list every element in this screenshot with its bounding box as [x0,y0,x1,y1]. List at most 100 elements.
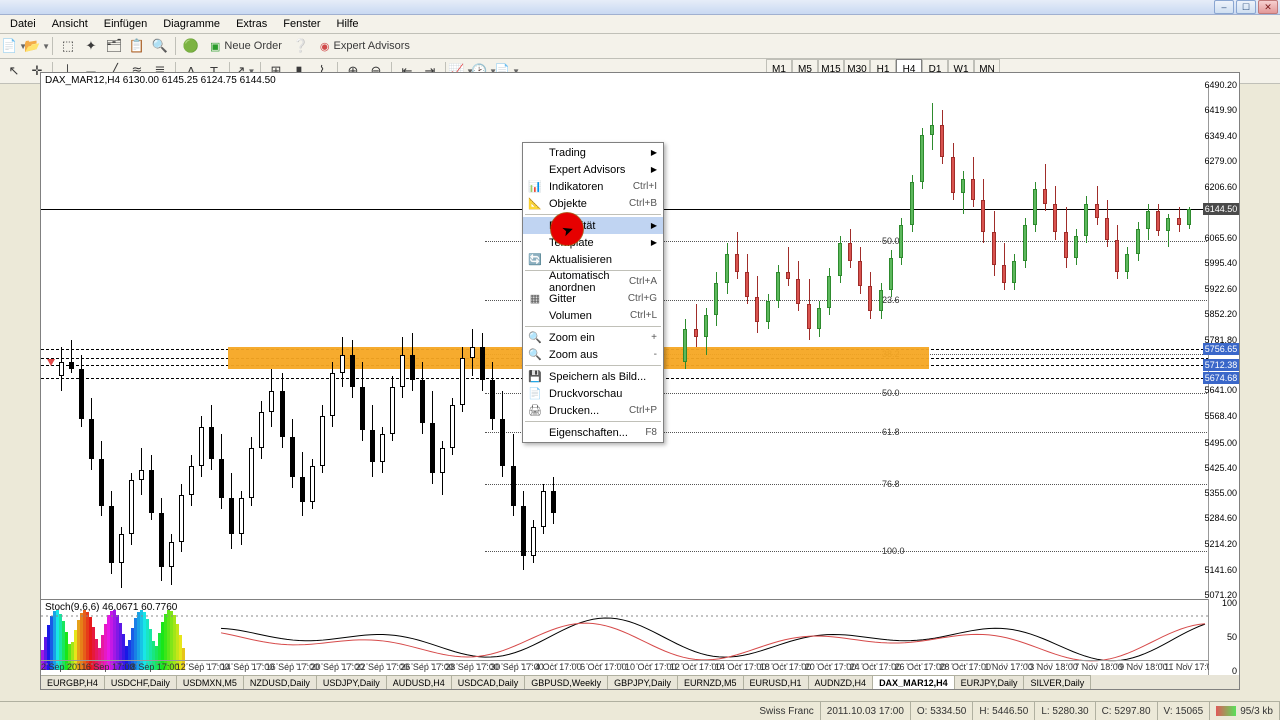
candle [879,85,883,595]
price-marker: 5756.65 [1203,343,1239,355]
status-bar: Swiss Franc 2011.10.03 17:00 O: 5334.50 … [0,701,1280,720]
time-label: 8 Sep 17:00 [131,662,180,672]
candle [1125,85,1129,595]
candle [1064,85,1068,595]
menu-einfügen[interactable]: Einfügen [96,16,155,32]
context-item-zoom-aus[interactable]: 🔍Zoom aus- [523,346,663,363]
chart-tab[interactable]: USDCAD,Daily [452,675,526,689]
candle [796,85,800,595]
context-item-template[interactable]: Template▶ [523,234,663,251]
new-order-button[interactable]: ▣Neue Order [203,35,289,57]
candle [490,85,495,595]
menu-extras[interactable]: Extras [228,16,275,32]
chart-tab[interactable]: AUDUSD,H4 [387,675,452,689]
chart-tab[interactable]: DAX_MAR12,H4 [873,675,955,689]
market-watch[interactable]: ⬚ [57,35,79,57]
chart-tab[interactable]: EURGBP,H4 [41,675,105,689]
candle [1074,85,1078,595]
chart-tab[interactable]: USDMXN,M5 [177,675,244,689]
menu-fenster[interactable]: Fenster [275,16,328,32]
price-tick: 5425.40 [1203,463,1237,473]
context-item-periodit-t[interactable]: Periodität▶ [523,217,663,234]
context-item-druckvorschau[interactable]: 📄Druckvorschau [523,385,663,402]
chart-tabs: EURGBP,H4USDCHF,DailyUSDMXN,M5NZDUSD,Dai… [41,675,1239,689]
context-menu[interactable]: Trading▶Expert Advisors▶📊IndikatorenCtrl… [522,142,664,443]
chart-tab[interactable]: AUDNZD,H4 [809,675,874,689]
chart-tab[interactable]: USDJPY,Daily [317,675,387,689]
tester[interactable]: 📋 [126,35,148,57]
close-button[interactable]: ✕ [1258,0,1278,14]
meta-help-icon[interactable]: ❔ [290,35,312,57]
expert-advisors-button[interactable]: ◉Expert Advisors [313,35,417,57]
chart-tab[interactable]: EURNZD,M5 [678,675,744,689]
menu-datei[interactable]: Datei [2,16,44,32]
chart-tab[interactable]: GBPJPY,Daily [608,675,678,689]
candle [189,85,194,595]
candle [149,85,154,595]
context-item-expert-advisors[interactable]: Expert Advisors▶ [523,161,663,178]
strategy[interactable]: 🔍 [149,35,171,57]
chart-tab[interactable]: EURJPY,Daily [955,675,1025,689]
menu-diagramme[interactable]: Diagramme [155,16,228,32]
chart-tab[interactable]: NZDUSD,Daily [244,675,317,689]
candle [209,85,214,595]
candle [1084,85,1088,595]
candle [930,85,934,595]
context-item-speichern-als-bild-[interactable]: 💾Speichern als Bild... [523,368,663,385]
candle [858,85,862,595]
candle [69,85,74,595]
chart-tab[interactable]: SILVER,Daily [1024,675,1091,689]
menu-hilfe[interactable]: Hilfe [329,16,367,32]
price-tick: 5141.60 [1203,565,1237,575]
candle [89,85,94,595]
context-item-zoom-ein[interactable]: 🔍Zoom ein+ [523,329,663,346]
context-item-eigenschaften-[interactable]: Eigenschaften...F8 [523,424,663,441]
candle [1053,85,1057,595]
chart-tab[interactable]: USDCHF,Daily [105,675,177,689]
new-order-icon[interactable]: 🟢 [180,35,202,57]
minimize-button[interactable]: ‒ [1214,0,1234,14]
status-date: 2011.10.03 17:00 [821,702,911,720]
indicator-axis: 100500 [1208,599,1239,679]
candle [259,85,264,595]
time-label: 14 Oct 17:00 [715,662,767,672]
candle [1002,85,1006,595]
candle [848,85,852,595]
time-label: 10 Oct 17:00 [625,662,677,672]
context-item-drucken-[interactable]: 🖨Drucken...Ctrl+P [523,402,663,419]
price-tick: 5995.40 [1203,258,1237,268]
context-item-volumen[interactable]: VolumenCtrl+L [523,307,663,324]
candle [714,85,718,595]
context-item-gitter[interactable]: ▦GitterCtrl+G [523,290,663,307]
candle [119,85,124,595]
price-tick: 6065.60 [1203,233,1237,243]
price-tick: 5922.60 [1203,284,1237,294]
candle [350,85,355,595]
navigator[interactable]: ✦ [80,35,102,57]
candle [159,85,164,595]
candle [390,85,395,595]
candle [360,85,365,595]
menu-ansicht[interactable]: Ansicht [44,16,96,32]
profiles[interactable]: 📂▼ [26,35,48,57]
maximize-button[interactable]: ☐ [1236,0,1256,14]
price-tick: 5214.20 [1203,539,1237,549]
cursor-button[interactable]: ↖ [3,60,25,82]
menu-bar: DateiAnsichtEinfügenDiagrammeExtrasFenst… [0,15,1280,34]
chart-tab[interactable]: GBPUSD,Weekly [525,675,608,689]
context-item-automatisch-anordnen[interactable]: Automatisch anordnenCtrl+A [523,273,663,290]
context-item-indikatoren[interactable]: 📊IndikatorenCtrl+I [523,178,663,195]
time-label: 2 Sep 2011 [41,662,86,672]
sell-order-marker [47,359,55,366]
candle [99,85,104,595]
context-item-objekte[interactable]: 📐ObjekteCtrl+B [523,195,663,212]
terminal[interactable]: 🗂 [103,35,125,57]
new-chart[interactable]: 📄▼ [3,35,25,57]
context-item-aktualisieren[interactable]: 🔄Aktualisieren [523,251,663,268]
chart-tab[interactable]: EURUSD,H1 [744,675,809,689]
candle [899,85,903,595]
time-label: 12 Oct 17:00 [670,662,722,672]
candle [992,85,996,595]
context-item-trading[interactable]: Trading▶ [523,144,663,161]
candle [169,85,174,595]
